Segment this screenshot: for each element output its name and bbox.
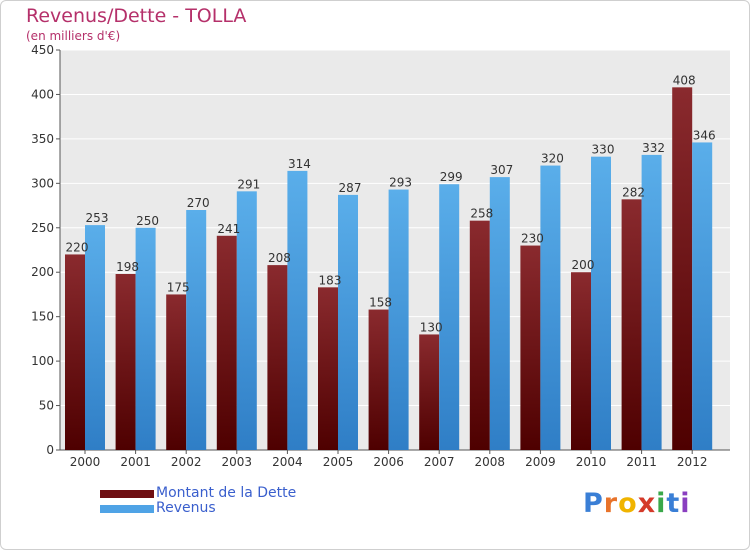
x-tick-label: 2000	[70, 455, 101, 469]
x-tick-label: 2010	[576, 455, 607, 469]
y-tick-label: 50	[39, 399, 54, 413]
y-tick-label: 450	[31, 43, 54, 57]
y-axis-ticks: 0 50 100 150 200 250 300 350 400 450	[31, 43, 730, 457]
bar-revenus	[489, 177, 510, 450]
data-label: 183	[319, 273, 342, 287]
bar-dette	[571, 272, 591, 450]
data-label: 282	[622, 185, 645, 199]
bar-dette	[216, 235, 237, 450]
y-tick-label: 100	[31, 354, 54, 368]
legend-swatch-dette	[100, 489, 154, 498]
data-label: 200	[572, 258, 595, 272]
data-label: 346	[693, 128, 716, 142]
data-label: 270	[187, 196, 210, 210]
bar-dette	[65, 254, 85, 450]
bar-dette	[621, 199, 642, 450]
data-label: 241	[217, 222, 240, 236]
bar-dette	[520, 245, 541, 450]
logo-letter: t	[666, 488, 681, 519]
x-tick-label: 2004	[272, 455, 303, 469]
x-tick-label: 2008	[475, 455, 506, 469]
data-label: 299	[440, 170, 463, 184]
bar-revenus	[135, 227, 156, 450]
x-tick-label: 2009	[525, 455, 556, 469]
bar-dette	[419, 334, 440, 450]
bar-revenus	[236, 191, 257, 451]
data-label: 130	[420, 320, 443, 334]
data-labels: 220 253 198 250 175 270 241 291 208 314 183 287 158 2…	[66, 73, 716, 334]
y-tick-label: 200	[31, 265, 54, 279]
bar-revenus	[439, 184, 460, 450]
logo-letter: r	[603, 488, 619, 519]
x-tick-label: 2006	[373, 455, 404, 469]
bar-revenus	[641, 154, 662, 450]
data-label: 198	[116, 260, 139, 274]
x-tick-label: 2001	[120, 455, 151, 469]
data-label: 175	[167, 280, 190, 294]
legend-label-dette: Montant de la Dette	[156, 485, 297, 501]
y-tick-label: 400	[31, 87, 54, 101]
legend-item-dette: Montant de la Dette	[100, 486, 296, 501]
legend-item-revenus: Revenus	[100, 501, 296, 516]
data-label: 158	[369, 296, 392, 310]
logo-letter: i	[680, 488, 691, 519]
data-label: 287	[339, 181, 362, 195]
data-label: 291	[237, 177, 260, 191]
logo-letter: x	[637, 488, 657, 519]
y-tick-label: 0	[46, 443, 54, 457]
bar-dette	[166, 294, 187, 450]
bar-revenus	[692, 142, 713, 450]
data-label: 220	[66, 240, 89, 254]
x-axis-ticks: 2000 2001 2002 2003 2004 2005 2006 2007 2008 2009…	[70, 450, 708, 469]
data-label: 208	[268, 251, 291, 265]
bar-dette	[115, 274, 136, 450]
x-tick-label: 2003	[222, 455, 253, 469]
y-tick-label: 300	[31, 176, 54, 190]
bar-revenus	[186, 210, 207, 450]
chart-subtitle: (en milliers d'€)	[26, 29, 121, 43]
bar-revenus	[287, 170, 308, 450]
data-label: 250	[136, 214, 159, 228]
data-label: 320	[541, 152, 564, 166]
bar-revenus	[85, 225, 105, 450]
logo-letter: i	[656, 488, 667, 519]
y-tick-label: 150	[31, 310, 54, 324]
bar-dette	[267, 265, 288, 450]
chart-title: Revenus/Dette - TOLLA	[26, 5, 247, 27]
legend-label-revenus: Revenus	[156, 500, 216, 516]
y-tick-label: 350	[31, 132, 54, 146]
data-label: 293	[389, 176, 412, 190]
bar-dette	[672, 87, 693, 450]
data-label: 307	[490, 163, 513, 177]
legend: Montant de la Dette Revenus	[100, 486, 296, 516]
bar-revenus	[388, 189, 409, 451]
logo-letter: o	[618, 488, 638, 519]
bars	[65, 87, 713, 451]
data-label: 230	[521, 232, 544, 246]
x-tick-label: 2011	[626, 455, 657, 469]
x-tick-label: 2012	[677, 455, 708, 469]
data-label: 408	[673, 73, 696, 87]
bar-revenus	[338, 194, 358, 450]
data-label: 330	[592, 143, 615, 157]
x-tick-label: 2007	[424, 455, 455, 469]
data-label: 253	[86, 211, 109, 225]
proxiti-logo: Proxiti	[583, 488, 691, 519]
bar-revenus	[540, 165, 561, 451]
data-label: 258	[470, 207, 493, 221]
logo-letter: P	[583, 488, 604, 519]
y-tick-label: 250	[31, 221, 54, 235]
data-label: 314	[288, 157, 311, 171]
bar-dette	[318, 287, 338, 450]
bar-revenus	[591, 156, 611, 450]
bar-dette	[368, 309, 389, 450]
legend-swatch-revenus	[100, 504, 154, 513]
x-tick-label: 2005	[323, 455, 354, 469]
bar-dette	[469, 220, 490, 450]
data-label: 332	[642, 141, 665, 155]
x-tick-label: 2002	[171, 455, 202, 469]
